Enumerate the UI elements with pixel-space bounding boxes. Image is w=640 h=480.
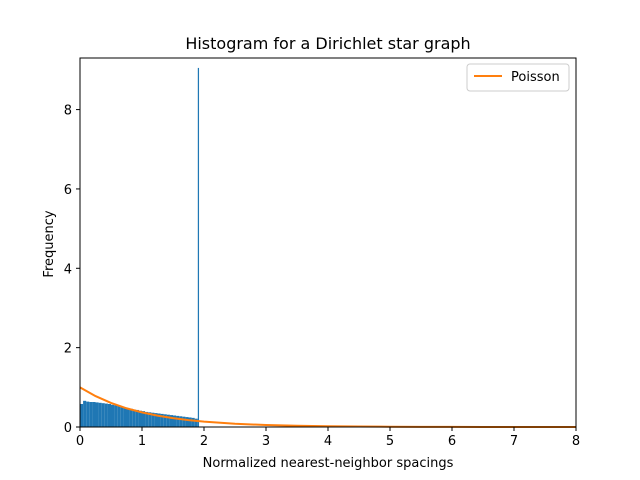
histogram-bar-24	[154, 413, 158, 427]
histogram-bar-16	[129, 408, 133, 427]
histogram-bar-10	[111, 404, 115, 427]
histogram-bar-38	[197, 67, 200, 427]
histogram-bar-18	[135, 409, 139, 427]
legend: Poisson	[466, 63, 570, 92]
histogram-bar-1	[83, 400, 87, 427]
histogram-bar-21	[145, 411, 149, 427]
histogram-bar-5	[95, 402, 99, 427]
histogram-bar-26	[160, 413, 164, 427]
histogram-bar-35	[188, 417, 192, 427]
histogram-bar-32	[179, 416, 183, 427]
histogram-bar-3	[89, 402, 93, 427]
histogram-bar-6	[98, 402, 102, 427]
histogram-bars	[80, 67, 200, 427]
histogram-bar-33	[182, 416, 186, 427]
histogram-bar-30	[173, 415, 177, 427]
histogram-bar-0	[80, 403, 84, 427]
histogram-bar-37	[194, 418, 198, 427]
y-axis-ticks: 0 2 4 6 8	[64, 104, 80, 436]
y-tick-label-2: 4	[64, 262, 72, 277]
x-tick-label-4: 4	[324, 434, 332, 449]
x-tick-label-0: 0	[76, 434, 84, 449]
chart-title: Histogram for a Dirichlet star graph	[185, 34, 470, 53]
x-tick-label-3: 3	[262, 434, 270, 449]
y-tick-label-3: 6	[64, 183, 72, 198]
y-axis-label: Frequency	[42, 210, 57, 277]
x-axis-ticks: 0 1 2 3 4 5 6 7 8	[76, 427, 580, 449]
histogram-bar-11	[114, 405, 118, 427]
histogram-bar-2	[86, 401, 90, 427]
histogram-bar-8	[104, 403, 108, 427]
histogram-bar-19	[138, 410, 142, 427]
x-tick-label-8: 8	[572, 434, 580, 449]
x-axis-label: Normalized nearest-neighbor spacings	[203, 456, 454, 471]
histogram-bar-36	[191, 417, 195, 427]
histogram-bar-15	[126, 407, 130, 427]
x-tick-label-5: 5	[386, 434, 394, 449]
y-tick-label-1: 2	[64, 342, 72, 357]
histogram-bar-14	[123, 407, 127, 427]
histogram-bar-22	[148, 412, 152, 427]
y-tick-label-0: 0	[64, 421, 72, 436]
legend-label-poisson: Poisson	[511, 70, 560, 85]
histogram-bar-34	[185, 417, 189, 427]
histogram-bar-25	[157, 413, 161, 427]
histogram-bar-27	[163, 414, 167, 427]
histogram-bar-23	[151, 412, 155, 427]
histogram-bar-20	[142, 411, 146, 427]
y-tick-label-4: 8	[64, 104, 72, 119]
histogram-bar-12	[117, 405, 121, 427]
legend-box	[466, 63, 570, 92]
histogram-bar-29	[169, 415, 173, 427]
x-tick-label-1: 1	[138, 434, 146, 449]
histogram-bar-17	[132, 409, 136, 427]
histogram-bar-31	[176, 415, 180, 427]
histogram-bar-9	[107, 403, 111, 427]
x-tick-label-2: 2	[200, 434, 208, 449]
histogram-bar-13	[120, 406, 124, 427]
histogram-bar-7	[101, 403, 105, 427]
x-tick-label-6: 6	[448, 434, 456, 449]
histogram-bar-28	[166, 414, 170, 427]
histogram-bar-4	[92, 402, 96, 427]
x-tick-label-7: 7	[510, 434, 518, 449]
